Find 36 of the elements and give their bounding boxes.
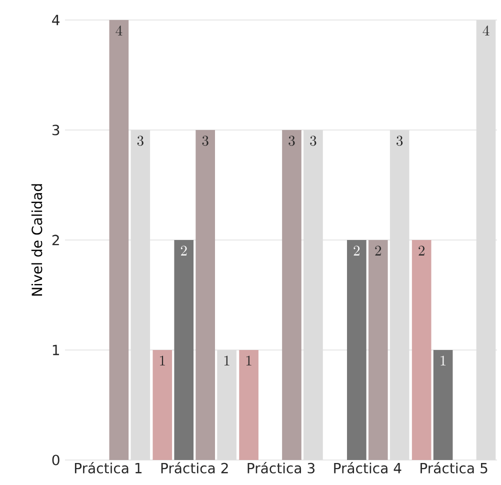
y-tick-label: 4 [52, 14, 60, 26]
y-tick-label: 1 [52, 344, 59, 356]
y-tick-label: 2 [52, 234, 59, 246]
data-label: 1 [440, 356, 446, 366]
bar [239, 350, 258, 460]
bar [152, 350, 172, 460]
bar [346, 240, 366, 460]
bar [109, 20, 129, 460]
data-label: 3 [202, 136, 208, 146]
bar [196, 130, 215, 460]
bar [368, 240, 388, 460]
data-label: 2 [375, 246, 382, 256]
data-label: 2 [180, 246, 187, 256]
data-label: 1 [224, 356, 230, 366]
bar [412, 240, 432, 460]
data-label: 4 [116, 26, 122, 36]
x-tick-label: Práctica 4 [334, 462, 402, 474]
data-label: 1 [246, 356, 252, 366]
data-label: 3 [137, 136, 144, 146]
data-label: 2 [354, 246, 360, 256]
data-label: 3 [310, 136, 316, 146]
x-tick-label: Práctica 5 [420, 462, 488, 474]
x-tick-label: Práctica 3 [248, 462, 314, 474]
data-label: 1 [160, 356, 165, 366]
y-axis-title: Nivel de Calidad [31, 184, 42, 296]
x-tick-label: Práctica 2 [161, 462, 228, 474]
bar [433, 350, 453, 460]
x-tick-label: Práctica 1 [74, 462, 142, 474]
y-tick-label: 0 [52, 454, 60, 466]
data-label: 3 [396, 136, 403, 146]
bar [282, 130, 302, 460]
bar [174, 240, 194, 460]
data-label: 2 [418, 246, 424, 256]
data-label: 3 [288, 136, 295, 146]
data-label: 4 [482, 26, 490, 36]
y-tick-label: 3 [52, 124, 60, 136]
